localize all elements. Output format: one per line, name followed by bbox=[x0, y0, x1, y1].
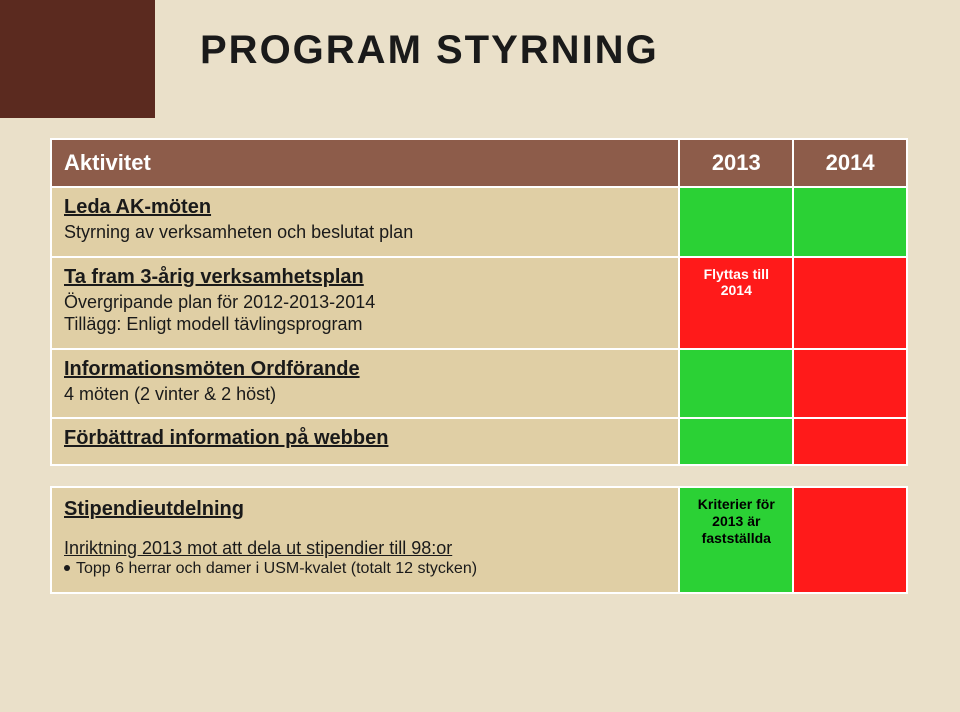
header-year-2013: 2013 bbox=[679, 139, 793, 187]
status-2014 bbox=[793, 187, 907, 257]
table-row: Leda AK-möten Styrning av verksamheten o… bbox=[51, 187, 907, 257]
status-2013 bbox=[679, 418, 793, 465]
activity-sub: Övergripande plan för 2012-2013-2014 Til… bbox=[64, 291, 666, 336]
status-2013 bbox=[679, 187, 793, 257]
spacer bbox=[51, 465, 907, 487]
header-row: Aktivitet 2013 2014 bbox=[51, 139, 907, 187]
slide-title: PROGRAM STYRNING bbox=[200, 28, 659, 73]
activity-sub: 4 möten (2 vinter & 2 höst) bbox=[64, 383, 666, 406]
table-row: Förbättrad information på webben bbox=[51, 418, 907, 465]
status-2013: Kriterier för 2013 är fastställda bbox=[679, 487, 793, 593]
header-year-2014: 2014 bbox=[793, 139, 907, 187]
table-row: Stipendieutdelning Inriktning 2013 mot a… bbox=[51, 487, 907, 593]
table-row: Ta fram 3-årig verksamhetsplan Övergripa… bbox=[51, 257, 907, 349]
status-2014 bbox=[793, 257, 907, 349]
activity-title: Leda AK-möten bbox=[64, 196, 666, 219]
status-2013 bbox=[679, 349, 793, 419]
activity-title: Stipendieutdelning bbox=[64, 498, 666, 521]
activity-sub: Styrning av verksamheten och beslutat pl… bbox=[64, 221, 666, 244]
status-2014 bbox=[793, 418, 907, 465]
status-2014 bbox=[793, 349, 907, 419]
activity-line: Inriktning 2013 mot att dela ut stipendi… bbox=[64, 537, 666, 560]
activity-bullet: Topp 6 herrar och damer i USM-kvalet (to… bbox=[64, 560, 666, 578]
content-table: Aktivitet 2013 2014 Leda AK-möten Styrni… bbox=[50, 138, 908, 594]
activity-title: Informationsmöten Ordförande bbox=[64, 358, 666, 381]
activity-title: Ta fram 3-årig verksamhetsplan bbox=[64, 266, 666, 289]
header-activity: Aktivitet bbox=[51, 139, 679, 187]
table-row: Informationsmöten Ordförande 4 möten (2 … bbox=[51, 349, 907, 419]
status-2013: Flyttas till 2014 bbox=[679, 257, 793, 349]
status-2014 bbox=[793, 487, 907, 593]
accent-block bbox=[0, 0, 155, 118]
activity-title: Förbättrad information på webben bbox=[64, 427, 666, 450]
